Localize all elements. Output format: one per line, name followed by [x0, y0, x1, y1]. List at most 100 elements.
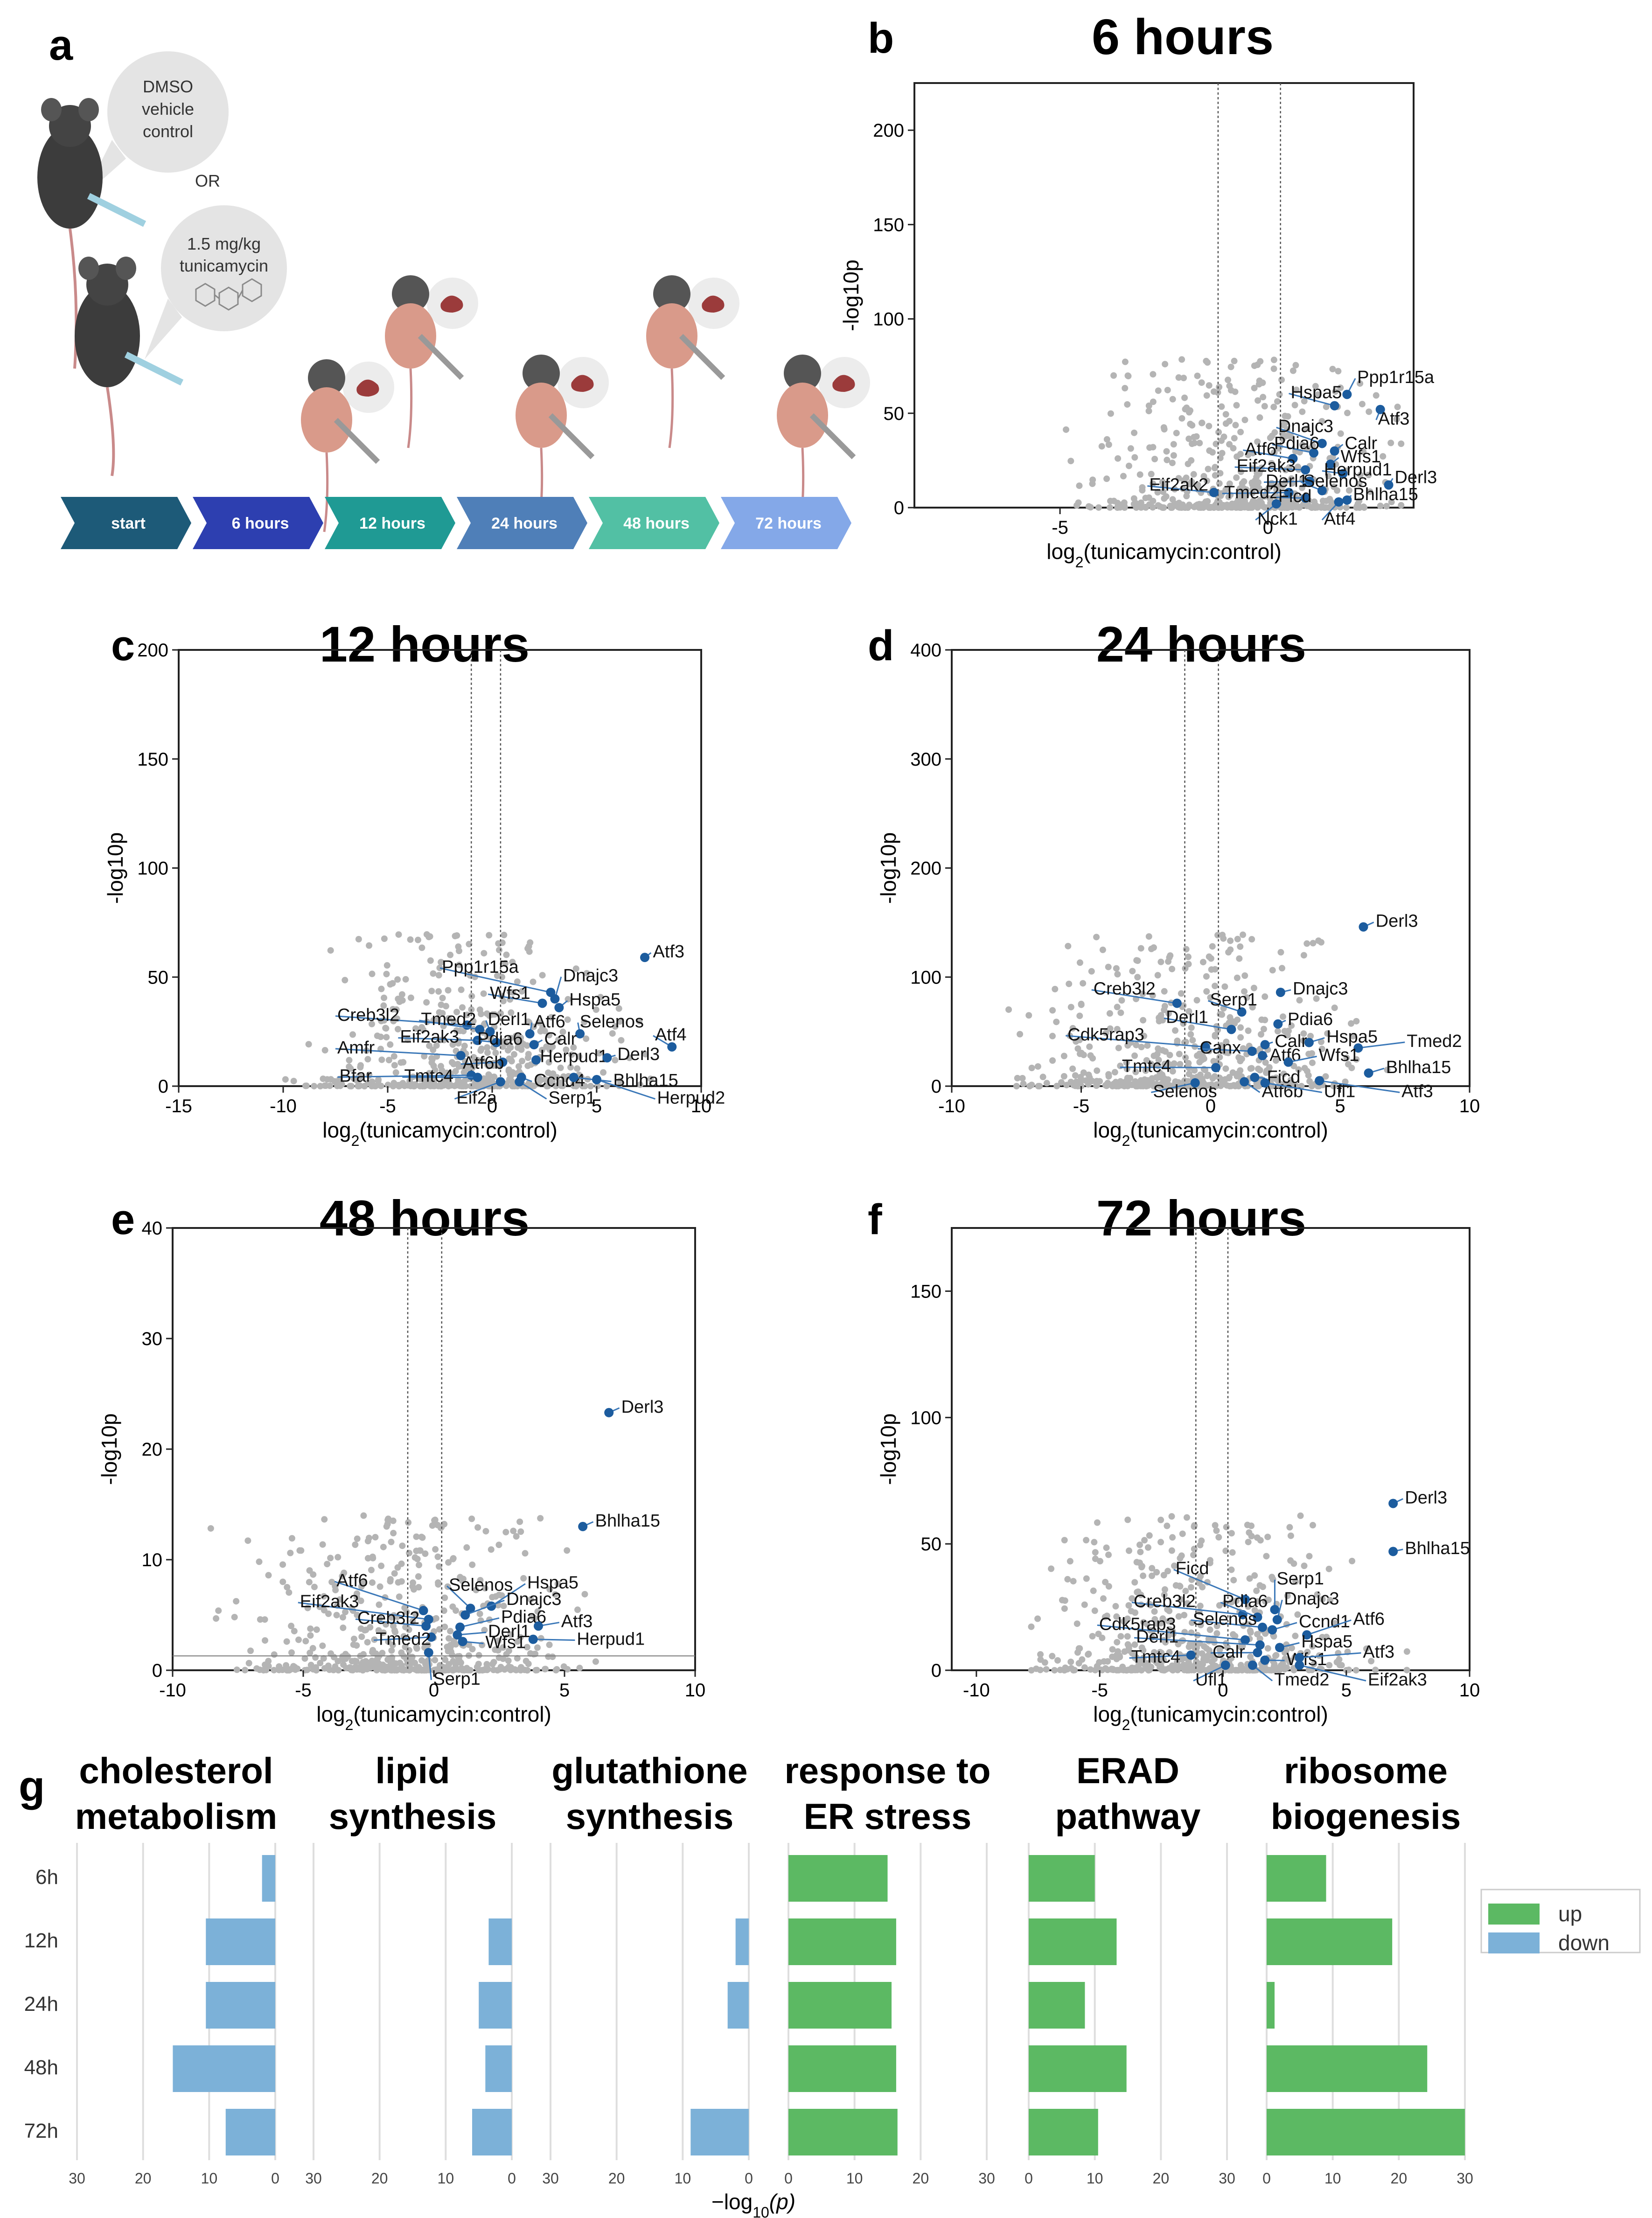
group-title-line-2: metabolism	[75, 1796, 277, 1837]
gene-label: Eif2ak3	[300, 1592, 359, 1611]
bar	[479, 1982, 512, 2029]
x-tick-label: 20	[913, 2170, 929, 2187]
x-tick-label: 30	[542, 2170, 559, 2187]
panel-label: b	[868, 14, 894, 62]
bar	[788, 2045, 896, 2092]
gene-label: Atf3	[1378, 409, 1410, 429]
gene-point-tmtc4: Tmtc4	[1129, 1647, 1196, 1667]
gene-point-herpud2: Herpud2	[592, 1074, 725, 1108]
x-tick-label: 30	[1219, 2170, 1235, 2187]
gene-label: Canx	[1199, 1038, 1241, 1058]
gene-point-bhlha15: Bhlha15	[1364, 1058, 1451, 1078]
gene-label: Hspa5	[1301, 1632, 1352, 1652]
y-tick-label: 40	[142, 1218, 163, 1239]
gene-point-selenos: Selenos	[1151, 1078, 1217, 1101]
gene-label: Dnajc3	[506, 1590, 561, 1609]
group-title-line-1: response to	[784, 1750, 990, 1791]
x-tick-label: 0	[429, 1680, 439, 1701]
gene-label: Atf6	[534, 1012, 565, 1032]
gene-label: Derl3	[1394, 467, 1437, 487]
x-tick-label: 10	[675, 2170, 691, 2187]
x-tick-label: 30	[305, 2170, 322, 2187]
gene-label: Dnajc3	[563, 966, 618, 986]
bar	[485, 2045, 512, 2092]
gene-point-atf3: Atf3	[534, 1612, 592, 1632]
dmso-line-2: vehicle	[142, 99, 194, 119]
gene-point-dnajc3: Dnajc3	[550, 966, 618, 1004]
bar	[262, 1855, 275, 1902]
gene-point-wfs1: Wfs1	[488, 983, 547, 1008]
gene-point-ficd: Ficd	[1276, 487, 1312, 506]
y-tick-label: 20	[142, 1439, 163, 1460]
bar	[225, 2109, 275, 2155]
gene-label: Dnajc3	[1284, 1589, 1339, 1609]
gene-label: Atf6	[1245, 439, 1276, 459]
volcano-plot-d: d 24 hours-10 -5 0 5 100100200300400log2(tuni…	[868, 616, 1480, 1149]
gene-point-pdia6: Pdia6	[1220, 1592, 1268, 1622]
x-tick-label: 20	[608, 2170, 625, 2187]
x-tick-label: 0	[271, 2170, 279, 2187]
gene-point-atf6b: Atf6b	[460, 1053, 508, 1073]
gene-label: Creb3l2	[1134, 1592, 1196, 1611]
gene-label: Bhlha15	[1405, 1539, 1470, 1558]
gene-point-derl3: Derl3	[602, 1045, 660, 1064]
x-tick-label: 0	[508, 2170, 516, 2187]
x-tick-label: 20	[135, 2170, 152, 2187]
group-title-line-1: cholesterol	[79, 1750, 273, 1791]
gene-label: Tmed2	[421, 1010, 476, 1029]
y-axis-label: -log10p	[103, 832, 127, 904]
gene-point-tmed2: Tmed2	[1248, 1660, 1329, 1690]
gene-label: Ficd	[1176, 1559, 1209, 1578]
bar	[1267, 2109, 1465, 2155]
gene-point-eif2ak3: Eif2ak3	[1234, 456, 1310, 476]
gene-point-dnajc3: Dnajc3	[1276, 979, 1348, 999]
timeline-label: start	[111, 515, 146, 532]
gene-point-herpud1: Herpud1	[1322, 460, 1392, 480]
gene-point-canx: Canx	[1198, 1038, 1257, 1058]
or-text: OR	[195, 171, 220, 190]
bar	[206, 1982, 275, 2029]
x-tick-label: -10	[963, 1680, 990, 1701]
x-tick-label: 0	[1263, 517, 1273, 538]
timeline-step: 72 hours	[721, 497, 851, 549]
y-axis-label: -log10p	[97, 1413, 121, 1485]
y-tick-label: 0	[931, 1660, 941, 1681]
legend-swatch	[1488, 1904, 1540, 1925]
y-axis-label: -log10p	[876, 832, 900, 904]
gene-point-bhlha15: Bhlha15	[1388, 1539, 1470, 1558]
gene-label: Creb3l2	[357, 1608, 419, 1628]
bar-group-glutathione-synthesis: glutathione synthesis 0 10 20 30	[542, 1750, 753, 2187]
gene-point-herpud1: Herpud1	[528, 1629, 645, 1649]
gene-point-pdia6: Pdia6	[1273, 1010, 1333, 1029]
gene-point-ppp1r15a: Ppp1r15a	[1342, 368, 1435, 399]
x-tick-label: 20	[371, 2170, 388, 2187]
gene-point-atf3: Atf3	[1375, 405, 1410, 429]
legend: up down	[1480, 1889, 1641, 1955]
plot-frame	[913, 82, 1415, 509]
x-tick-label: 30	[69, 2170, 85, 2187]
bar	[472, 2109, 512, 2155]
gene-label: Derl3	[1376, 912, 1418, 931]
gene-label: Pdia6	[1288, 1010, 1333, 1029]
gene-label: Cdk5rap3	[1067, 1025, 1144, 1045]
gene-label: Eif2ak3	[1368, 1670, 1427, 1690]
gene-label: Herpud2	[657, 1088, 725, 1108]
gene-label: Wfs1	[1319, 1046, 1359, 1065]
gene-point-calr: Calr	[1260, 1032, 1307, 1051]
row-label: 72h	[24, 2120, 58, 2142]
x-tick-label: 10	[1459, 1096, 1480, 1116]
gene-label: Calr	[1345, 434, 1377, 453]
bar	[1029, 2045, 1127, 2092]
gene-label: Eif2ak3	[400, 1027, 459, 1047]
gene-point-selenos: Selenos	[1191, 1609, 1267, 1632]
gene-label: Ficd	[1278, 487, 1312, 506]
timeline-step: 24 hours	[457, 497, 587, 549]
bar	[488, 1918, 512, 1965]
bar-group-lipid-synthesis: lipid synthesis 0 10 20 30	[305, 1750, 516, 2187]
gene-label: Derl1	[1166, 1007, 1208, 1027]
timeline-arrow	[589, 497, 719, 549]
gene-label: Selenos	[1303, 472, 1367, 491]
timeline-label: 72 hours	[755, 515, 822, 532]
gene-point-bhlha15: Bhlha15	[578, 1511, 660, 1531]
y-tick-label: 0	[158, 1076, 168, 1097]
